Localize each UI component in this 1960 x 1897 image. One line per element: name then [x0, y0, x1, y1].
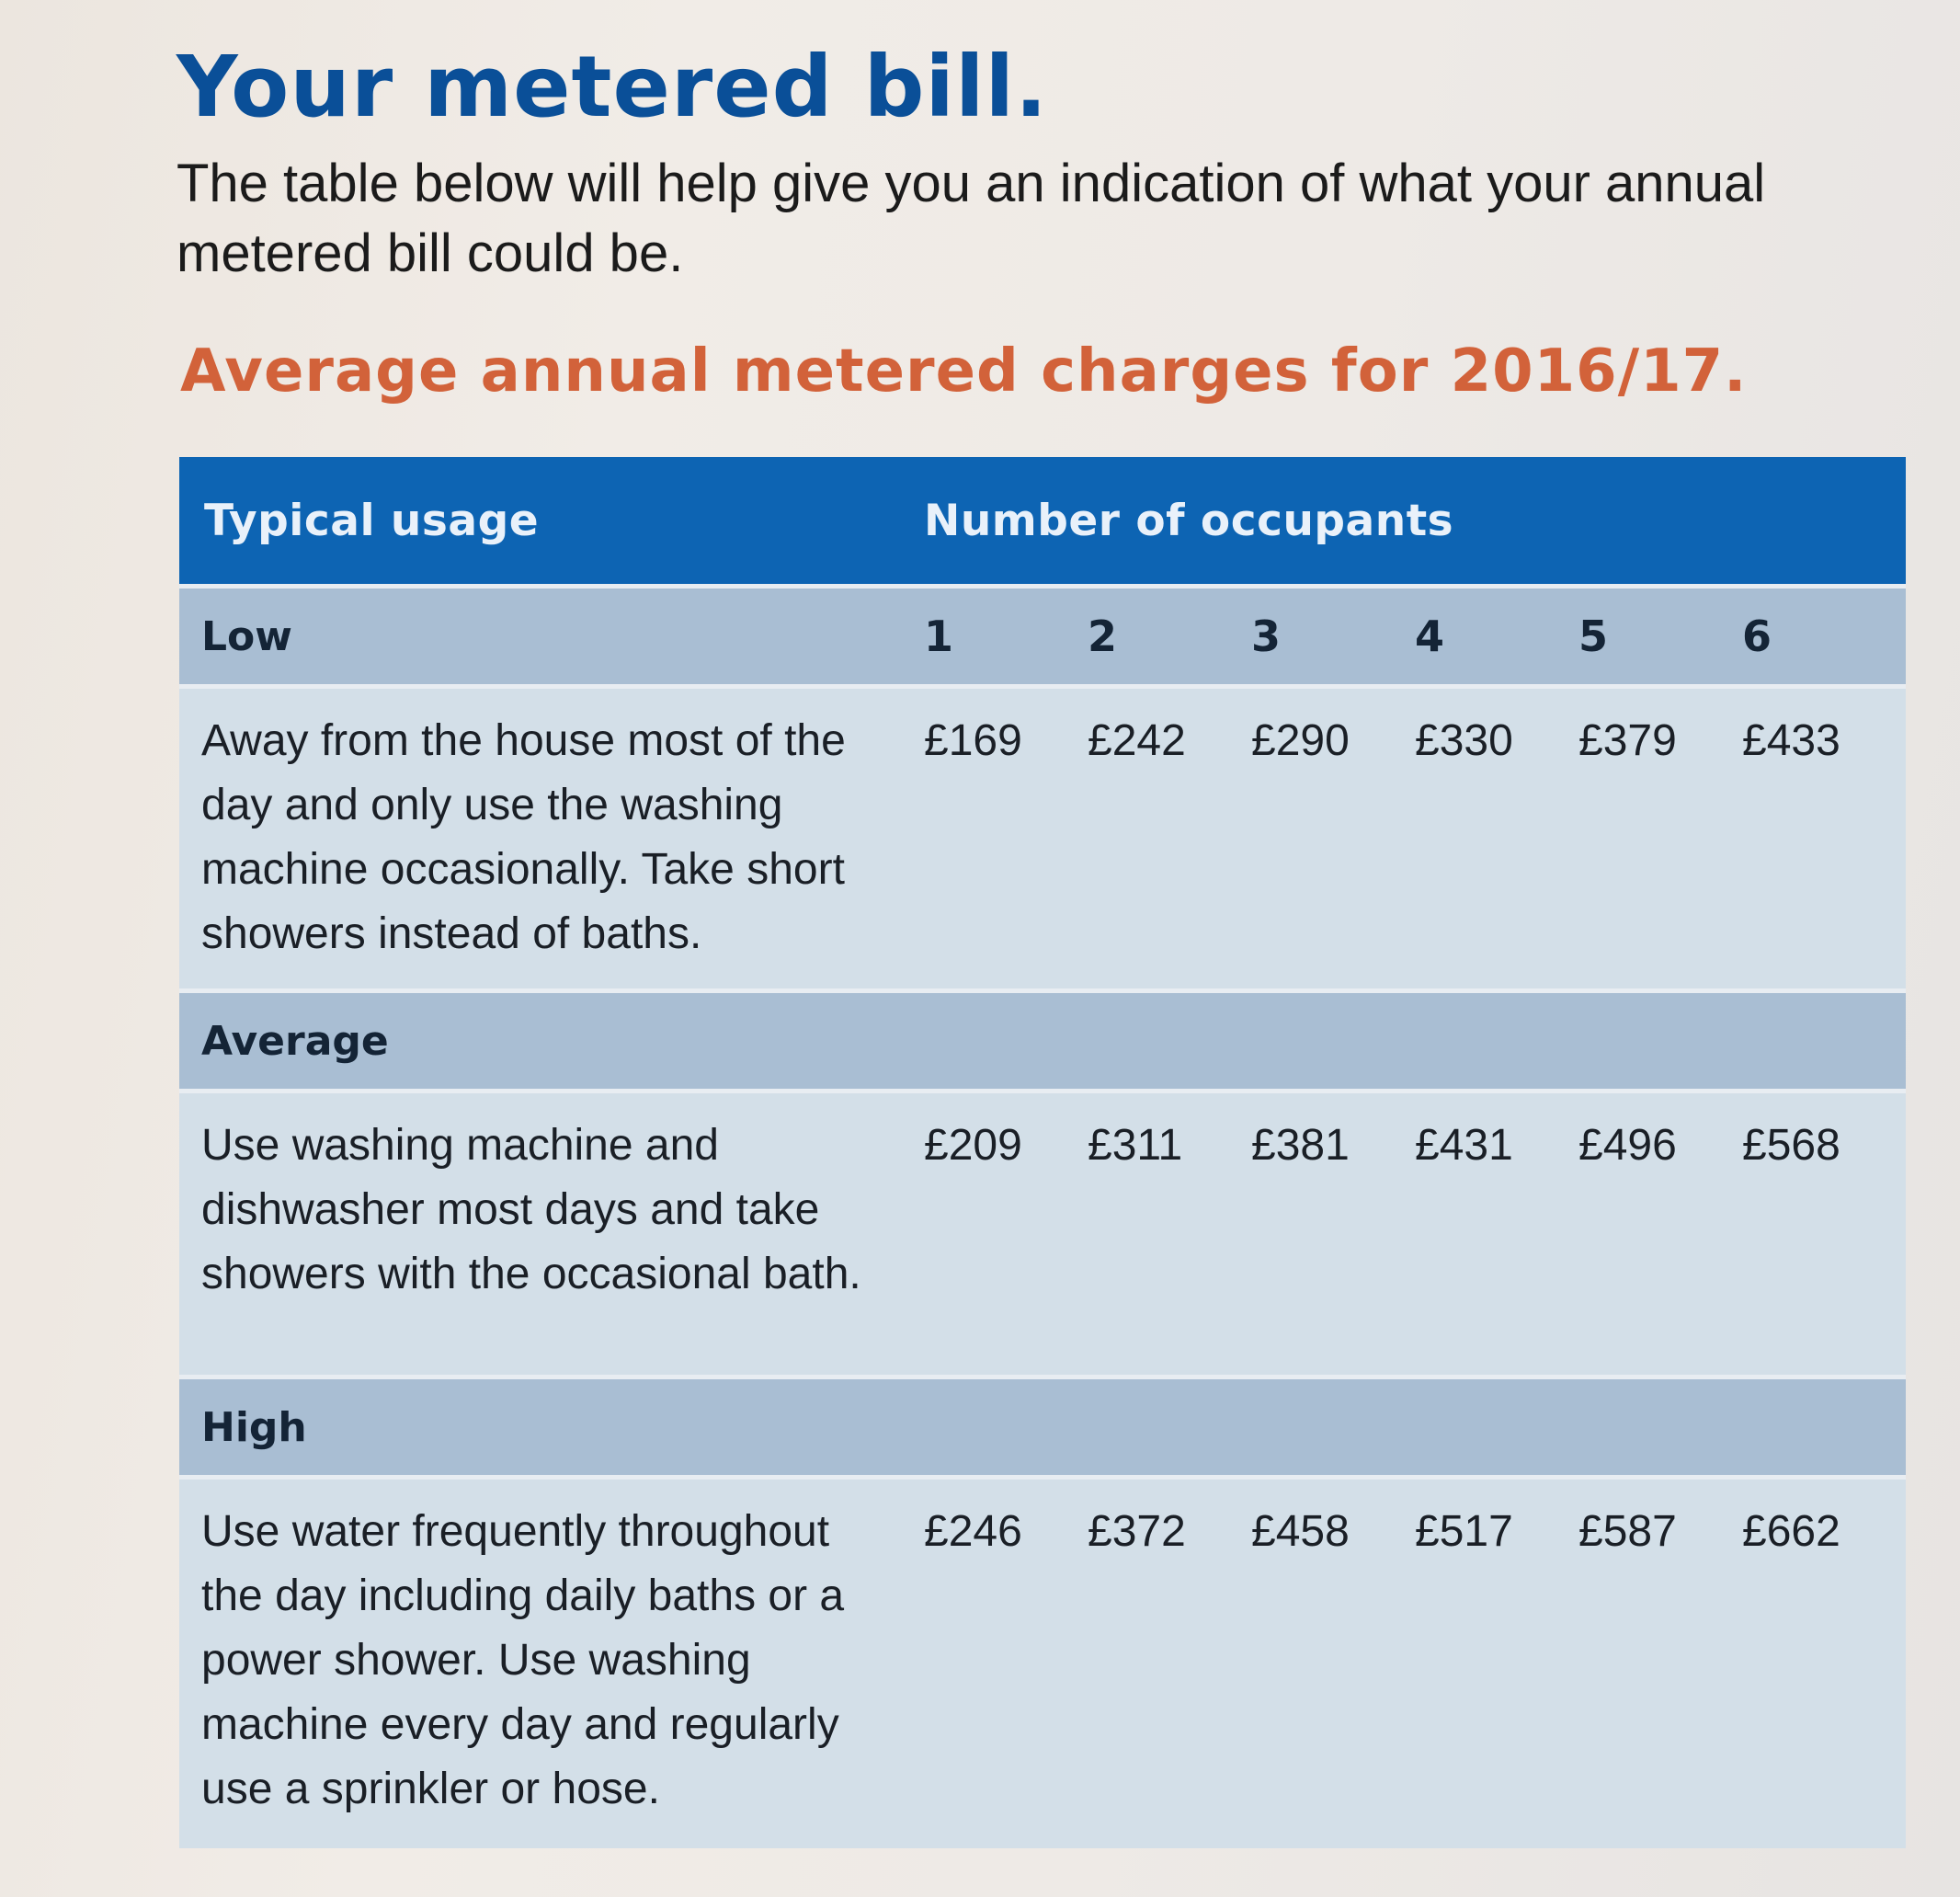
price-cell: £517 [1415, 1475, 1578, 1848]
price-cell: £379 [1578, 684, 1742, 991]
category-label-average: Average [179, 988, 1907, 1091]
table-header-row: Typical usage Number of occupants [179, 457, 1907, 587]
price-cell: £311 [1088, 1089, 1251, 1377]
price-cell: £431 [1415, 1089, 1578, 1377]
category-row-average: Average [179, 988, 1907, 1091]
price-cell: £433 [1742, 684, 1907, 991]
usage-description-high: Use water frequently throughout the day … [179, 1475, 924, 1848]
usage-description-average: Use washing machine and dishwasher most … [179, 1089, 924, 1377]
category-row-low: Low 1 2 3 4 5 6 [179, 584, 1907, 687]
table-row-average: Use washing machine and dishwasher most … [179, 1089, 1907, 1377]
header-typical-usage: Typical usage [179, 457, 924, 587]
table-row-high: Use water frequently throughout the day … [179, 1475, 1907, 1848]
price-cell: £381 [1251, 1089, 1415, 1377]
category-label-low: Low [179, 584, 924, 687]
price-cell: £568 [1742, 1089, 1907, 1377]
charges-table: Typical usage Number of occupants Low 1 … [179, 457, 1907, 1848]
price-cell: £169 [924, 684, 1088, 991]
price-cell: £242 [1088, 684, 1251, 991]
occupant-number: 1 [924, 584, 1088, 687]
occupant-number: 6 [1742, 584, 1907, 687]
occupant-number: 5 [1578, 584, 1742, 687]
page-title: Your metered bill. [177, 38, 1048, 136]
price-cell: £496 [1578, 1089, 1742, 1377]
usage-description-low: Away from the house most of the day and … [179, 684, 924, 991]
occupant-number: 3 [1251, 584, 1415, 687]
occupant-number: 2 [1088, 584, 1251, 687]
price-cell: £290 [1251, 684, 1415, 991]
price-cell: £458 [1251, 1475, 1415, 1848]
table-subtitle: Average annual metered charges for 2016/… [180, 337, 1748, 406]
price-cell: £372 [1088, 1475, 1251, 1848]
category-row-high: High [179, 1375, 1907, 1478]
price-cell: £209 [924, 1089, 1088, 1377]
price-cell: £246 [924, 1475, 1088, 1848]
price-cell: £662 [1742, 1475, 1907, 1848]
table-row-low: Away from the house most of the day and … [179, 684, 1907, 991]
price-cell: £330 [1415, 684, 1578, 991]
header-number-of-occupants: Number of occupants [924, 457, 1907, 587]
occupant-number: 4 [1415, 584, 1578, 687]
price-cell: £587 [1578, 1475, 1742, 1848]
intro-text: The table below will help give you an in… [177, 154, 1766, 283]
category-label-high: High [179, 1375, 1907, 1478]
